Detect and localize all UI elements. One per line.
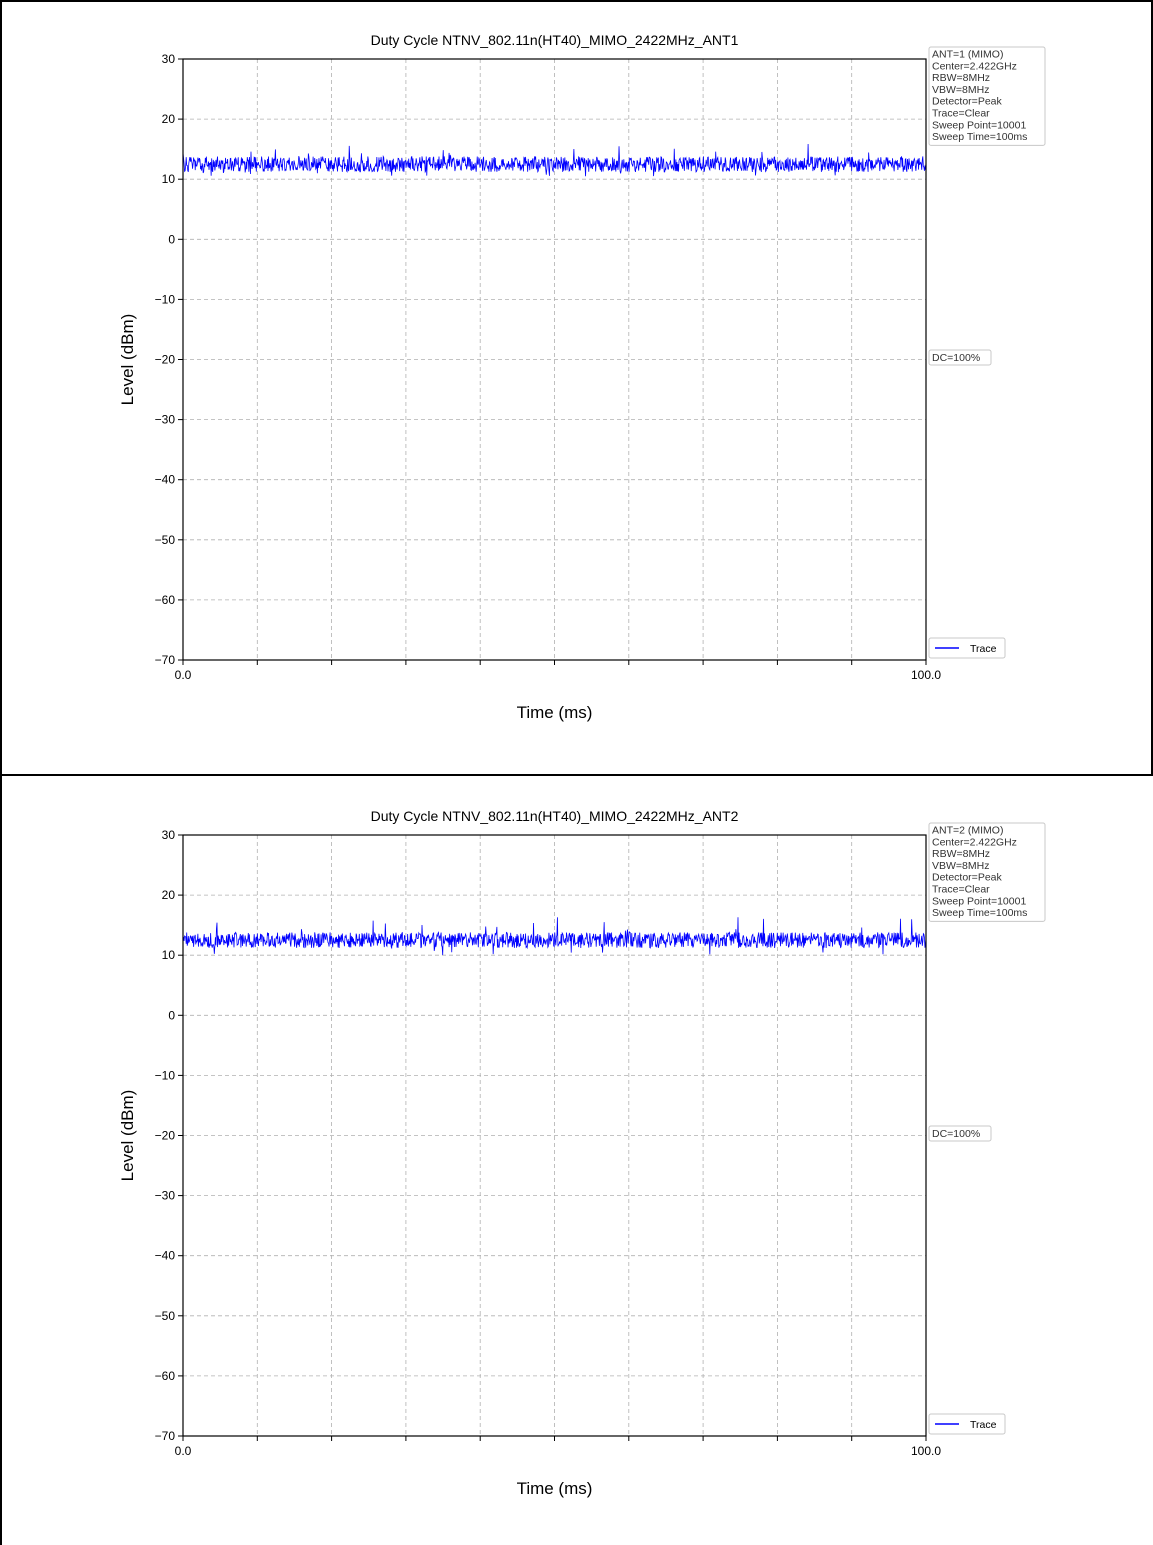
- legend-box: [928, 637, 1006, 659]
- y-tick-label: 0: [168, 232, 175, 246]
- y-tick-label: −30: [155, 413, 176, 427]
- plot-frame: [182, 58, 927, 661]
- info-box: [928, 46, 1046, 146]
- x-axis-label: Time (ms): [517, 1479, 593, 1498]
- info-box-line: Trace=Clear: [932, 884, 990, 896]
- info-box-line: Sweep Time=100ms: [932, 907, 1027, 919]
- y-tick-label: −70: [155, 653, 176, 667]
- plot-frame: [182, 834, 927, 1437]
- y-tick-label: −50: [155, 533, 176, 547]
- y-tick-label: −40: [155, 1249, 176, 1263]
- y-tick-label: −20: [155, 353, 176, 367]
- legend-label: Trace: [970, 1419, 997, 1431]
- chart-panel-ant1: Duty Cycle NTNV_802.11n(HT40)_MIMO_2422M…: [118, 32, 1046, 722]
- chart-panel-ant2: Duty Cycle NTNV_802.11n(HT40)_MIMO_2422M…: [0, 776, 1153, 1545]
- y-tick-label: −10: [155, 292, 176, 306]
- duty-cycle-label: DC=100%: [932, 1128, 980, 1140]
- info-box-line: Center=2.422GHz: [932, 60, 1017, 72]
- chart-ant1: Duty Cycle NTNV_802.11n(HT40)_MIMO_2422M…: [118, 32, 1046, 722]
- info-box-line: Trace=Clear: [932, 108, 990, 120]
- info-box-line: Sweep Point=10001: [932, 119, 1026, 131]
- chart-ant2: Duty Cycle NTNV_802.11n(HT40)_MIMO_2422M…: [118, 808, 1046, 1498]
- y-tick-label: 20: [162, 888, 176, 902]
- x-tick-label: 100.0: [911, 668, 941, 682]
- y-tick-label: −30: [155, 1189, 176, 1203]
- y-tick-label: −70: [155, 1429, 176, 1443]
- info-box-line: Center=2.422GHz: [932, 836, 1017, 848]
- info-box-line: ANT=2 (MIMO): [932, 825, 1003, 837]
- info-box-line: Sweep Time=100ms: [932, 131, 1027, 143]
- y-tick-label: 30: [162, 828, 176, 842]
- x-tick-label: 0.0: [175, 1444, 192, 1458]
- y-axis-label: Level (dBm): [118, 1090, 137, 1182]
- y-tick-label: 10: [162, 948, 176, 962]
- y-tick-label: 10: [162, 172, 176, 186]
- y-tick-label: −60: [155, 1369, 176, 1383]
- chart-title: Duty Cycle NTNV_802.11n(HT40)_MIMO_2422M…: [371, 32, 739, 48]
- frame-right-border: [1151, 0, 1153, 774]
- info-box-line: ANT=1 (MIMO): [932, 49, 1003, 61]
- duty-cycle-box: [928, 1125, 992, 1142]
- y-tick-label: −50: [155, 1309, 176, 1323]
- y-axis-label: Level (dBm): [118, 314, 137, 406]
- duty-cycle-label: DC=100%: [932, 352, 980, 364]
- y-tick-label: −20: [155, 1129, 176, 1143]
- x-tick-label: 0.0: [175, 668, 192, 682]
- frame-divider: [0, 774, 1153, 776]
- y-tick-label: 0: [168, 1008, 175, 1022]
- info-box-line: RBW=8MHz: [932, 848, 990, 860]
- y-tick-label: −10: [155, 1068, 176, 1082]
- info-box: [928, 822, 1046, 922]
- info-box-line: Detector=Peak: [932, 96, 1002, 108]
- legend-box: [928, 1413, 1006, 1435]
- legend-label: Trace: [970, 643, 997, 655]
- info-box-line: Sweep Point=10001: [932, 895, 1026, 907]
- y-tick-label: −60: [155, 593, 176, 607]
- info-box-line: Detector=Peak: [932, 872, 1002, 884]
- trace-line: [182, 917, 927, 955]
- frame-top-border: [0, 0, 1153, 2]
- trace-line: [182, 143, 927, 177]
- x-axis-label: Time (ms): [517, 703, 593, 722]
- y-tick-label: 20: [162, 112, 176, 126]
- chart-title: Duty Cycle NTNV_802.11n(HT40)_MIMO_2422M…: [371, 808, 739, 824]
- y-tick-label: 30: [162, 52, 176, 66]
- info-box-line: VBW=8MHz: [932, 84, 989, 96]
- frame-left-border: [0, 0, 2, 1545]
- info-box-line: VBW=8MHz: [932, 860, 989, 872]
- y-tick-label: −40: [155, 473, 176, 487]
- info-box-line: RBW=8MHz: [932, 72, 990, 84]
- duty-cycle-box: [928, 349, 992, 366]
- x-tick-label: 100.0: [911, 1444, 941, 1458]
